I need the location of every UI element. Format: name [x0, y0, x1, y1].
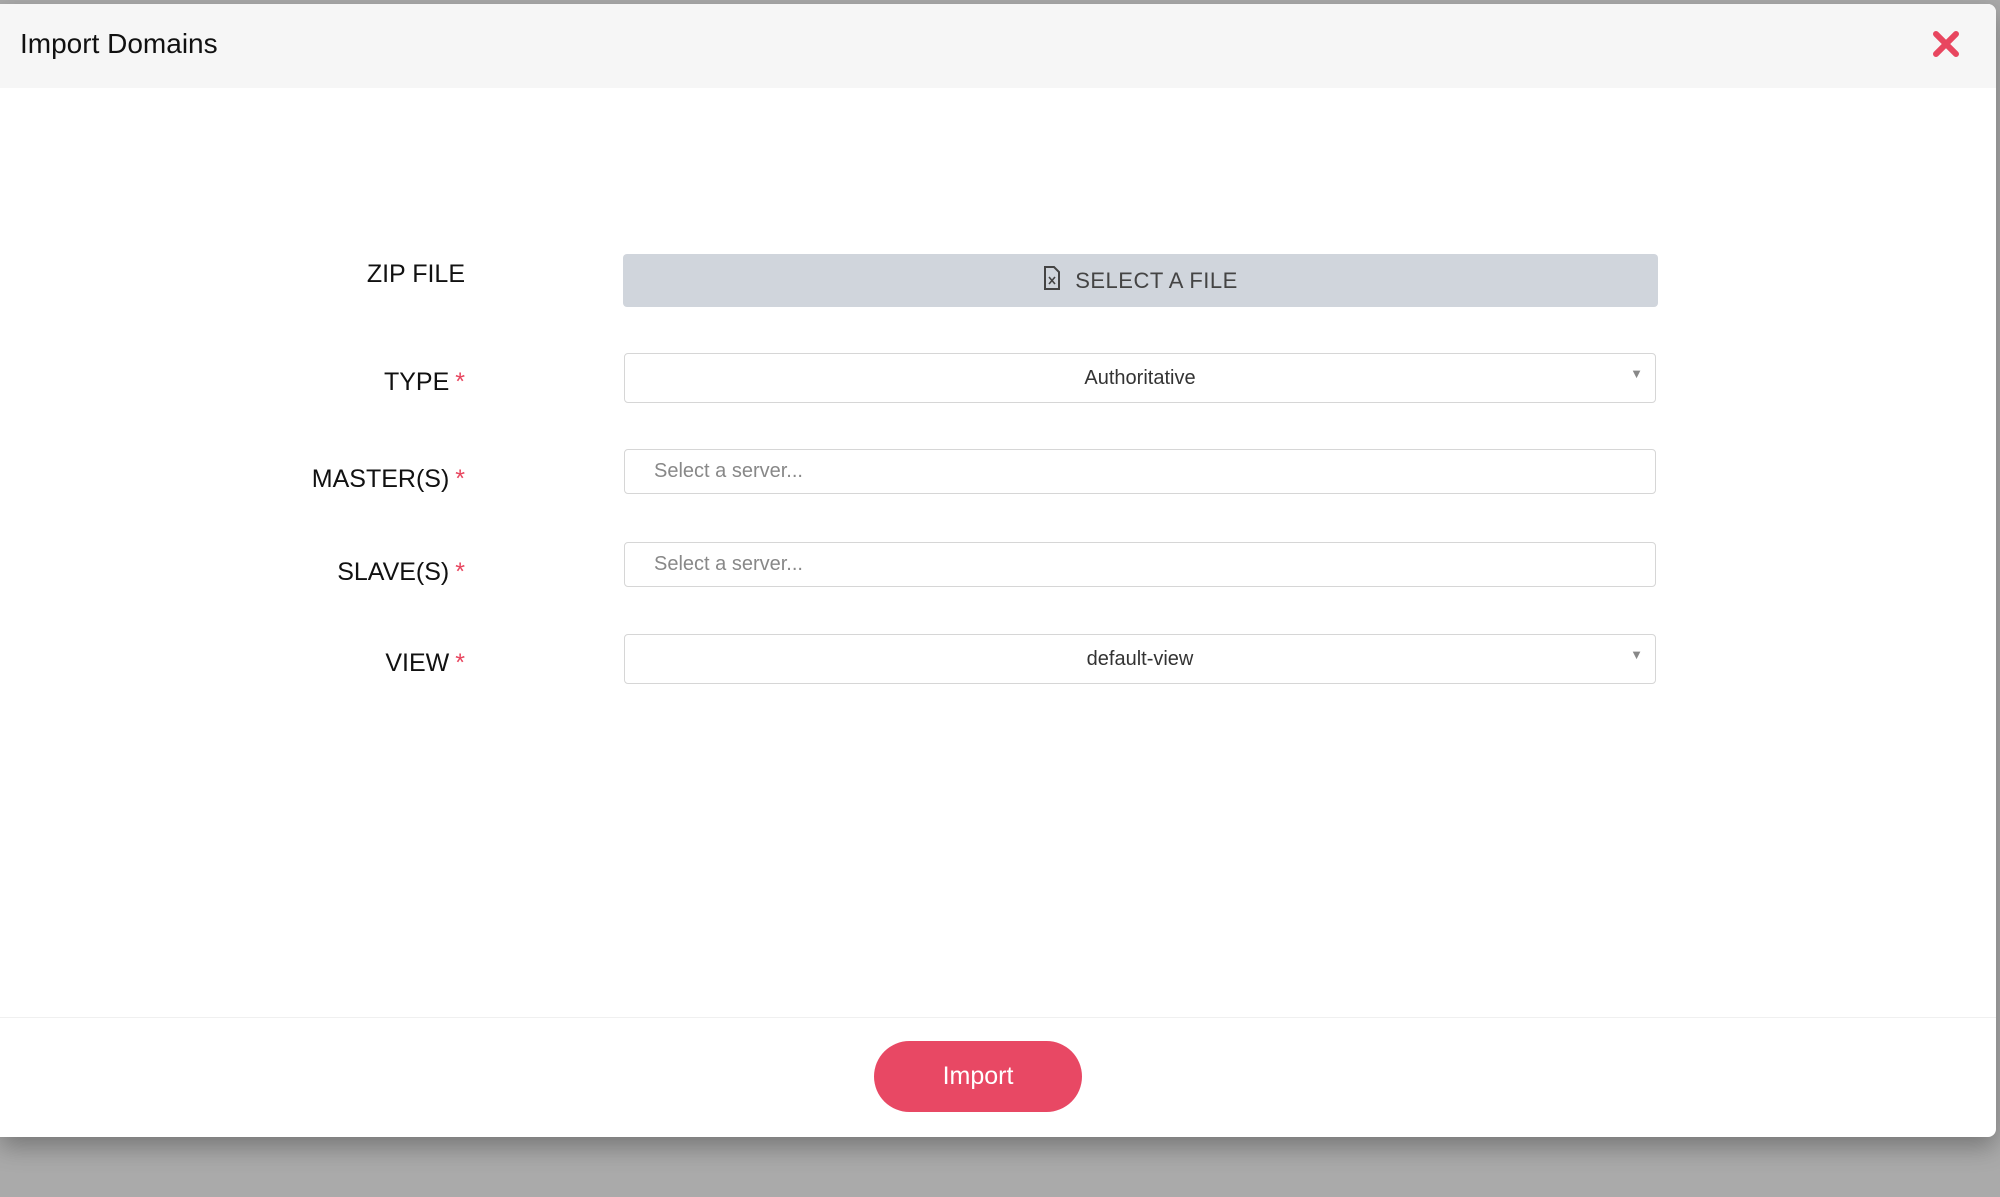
masters-label-text: MASTER(S) — [311, 465, 450, 493]
dialog-header: Import Domains — [0, 4, 1996, 88]
select-file-label: SELECT A FILE — [1075, 267, 1238, 293]
slaves-label: SLAVE(S) * — [337, 558, 465, 587]
file-icon — [1043, 265, 1061, 296]
chevron-down-icon: ▼ — [1630, 647, 1643, 662]
close-x-icon[interactable] — [1926, 24, 1966, 64]
slaves-input[interactable]: Select a server... — [624, 542, 1656, 587]
masters-input[interactable]: Select a server... — [624, 449, 1656, 494]
view-label: VIEW * — [385, 649, 465, 678]
view-label-text: VIEW — [385, 649, 450, 677]
chevron-down-icon: ▼ — [1630, 366, 1643, 381]
import-button[interactable]: Import — [874, 1041, 1082, 1112]
import-domains-dialog: Import Domains ZIP FILE SELECT A FILE TY… — [0, 4, 1996, 1137]
slaves-label-text: SLAVE(S) — [337, 558, 450, 586]
required-asterisk: * — [455, 649, 465, 677]
required-asterisk: * — [455, 368, 465, 396]
masters-label: MASTER(S) * — [312, 465, 465, 494]
view-select[interactable]: default-view ▼ — [624, 634, 1656, 684]
view-select-value: default-view — [1086, 647, 1194, 670]
required-asterisk: * — [455, 465, 465, 493]
slaves-placeholder: Select a server... — [654, 553, 803, 575]
dialog-title: Import Domains — [20, 28, 218, 59]
type-label-text: TYPE — [383, 368, 450, 396]
select-file-button[interactable]: SELECT A FILE — [623, 254, 1658, 307]
type-select-value: Authoritative — [1084, 366, 1196, 389]
type-select[interactable]: Authoritative ▼ — [624, 353, 1656, 403]
masters-placeholder: Select a server... — [654, 460, 803, 482]
footer-divider — [0, 1017, 1996, 1018]
type-label: TYPE * — [384, 368, 465, 397]
required-asterisk: * — [455, 558, 465, 586]
zip-file-label: ZIP FILE — [366, 260, 465, 288]
